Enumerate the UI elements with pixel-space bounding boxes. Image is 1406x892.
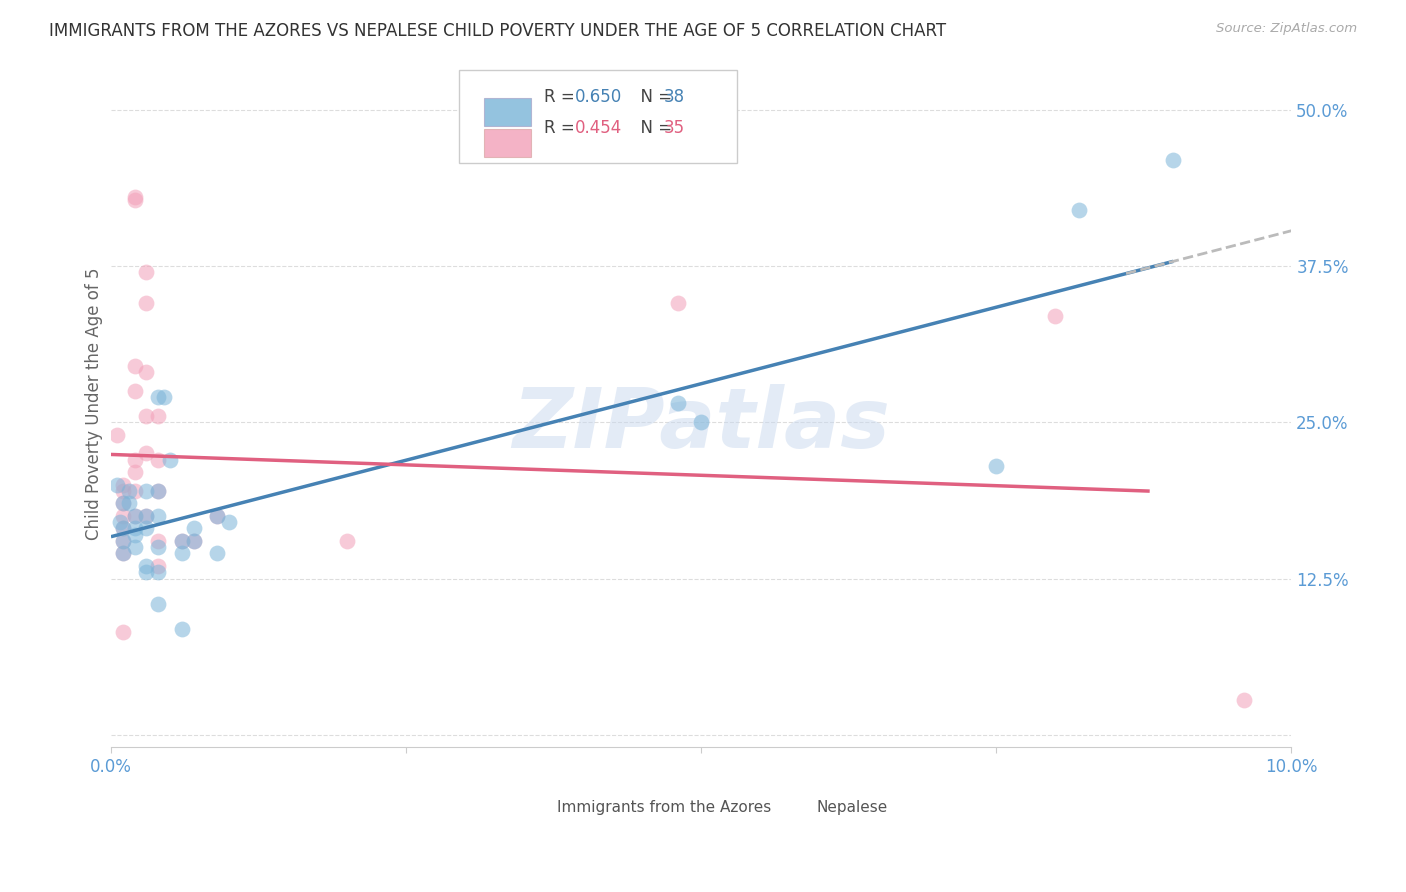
Point [135,521,157,535]
Point [111,521,134,535]
Point [1067,202,1090,217]
Point [148,566,170,580]
Point [124,483,146,498]
Text: Nepalese: Nepalese [817,799,889,814]
Text: N =: N = [630,88,678,106]
Point [111,547,134,561]
Text: 38: 38 [664,88,685,106]
Point [124,527,146,541]
Point [124,541,146,555]
Point [666,396,689,410]
Point [218,515,240,529]
Point [170,533,193,548]
Text: N =: N = [630,120,678,137]
Point [148,452,170,467]
Point [135,566,157,580]
Text: IMMIGRANTS FROM THE AZORES VS NEPALESE CHILD POVERTY UNDER THE AGE OF 5 CORRELAT: IMMIGRANTS FROM THE AZORES VS NEPALESE C… [49,22,946,40]
Text: 35: 35 [664,120,685,137]
Point [111,521,134,535]
Point [124,465,146,479]
Point [124,521,146,535]
Point [118,496,141,510]
Text: Immigrants from the Azores: Immigrants from the Azores [557,799,772,814]
Text: 0.650: 0.650 [575,88,621,106]
Point [105,477,128,491]
Point [105,427,128,442]
Point [148,390,170,404]
FancyBboxPatch shape [484,129,531,157]
Point [159,452,181,467]
Point [135,559,157,574]
Point [986,458,1008,473]
Point [111,496,134,510]
Point [1045,309,1067,323]
Point [135,409,157,423]
Point [124,359,146,373]
Point [111,483,134,498]
Text: R =: R = [544,88,581,106]
Y-axis label: Child Poverty Under the Age of 5: Child Poverty Under the Age of 5 [86,268,103,540]
Point [111,547,134,561]
Point [148,541,170,555]
Point [336,533,359,548]
Point [111,533,134,548]
Point [111,477,134,491]
FancyBboxPatch shape [460,70,737,162]
Point [124,452,146,467]
FancyBboxPatch shape [765,797,808,819]
Text: ZIPatlas: ZIPatlas [512,384,890,465]
Point [135,483,157,498]
Point [148,483,170,498]
Point [110,515,132,529]
Point [148,508,170,523]
Point [148,597,170,611]
Point [124,508,146,523]
Point [183,521,205,535]
Point [135,265,157,279]
Point [170,622,193,636]
Text: Source: ZipAtlas.com: Source: ZipAtlas.com [1216,22,1357,36]
Point [111,533,134,548]
Point [111,508,134,523]
Point [205,547,228,561]
Point [666,296,689,310]
Point [148,483,170,498]
Point [111,496,134,510]
Point [135,508,157,523]
Point [124,508,146,523]
Point [148,559,170,574]
Point [135,446,157,460]
Point [135,365,157,379]
Point [148,409,170,423]
Point [153,390,176,404]
Text: 0.454: 0.454 [575,120,621,137]
FancyBboxPatch shape [505,797,548,819]
Point [690,415,713,429]
Point [124,384,146,398]
Point [124,193,146,207]
Point [170,547,193,561]
Point [135,508,157,523]
Point [135,296,157,310]
Point [124,190,146,204]
Point [170,533,193,548]
FancyBboxPatch shape [484,98,531,126]
Point [205,508,228,523]
Point [111,625,134,640]
Point [148,533,170,548]
Point [183,533,205,548]
Point [1233,693,1256,707]
Point [1161,153,1184,167]
Point [183,533,205,548]
Text: R =: R = [544,120,581,137]
Point [118,483,141,498]
Point [205,508,228,523]
